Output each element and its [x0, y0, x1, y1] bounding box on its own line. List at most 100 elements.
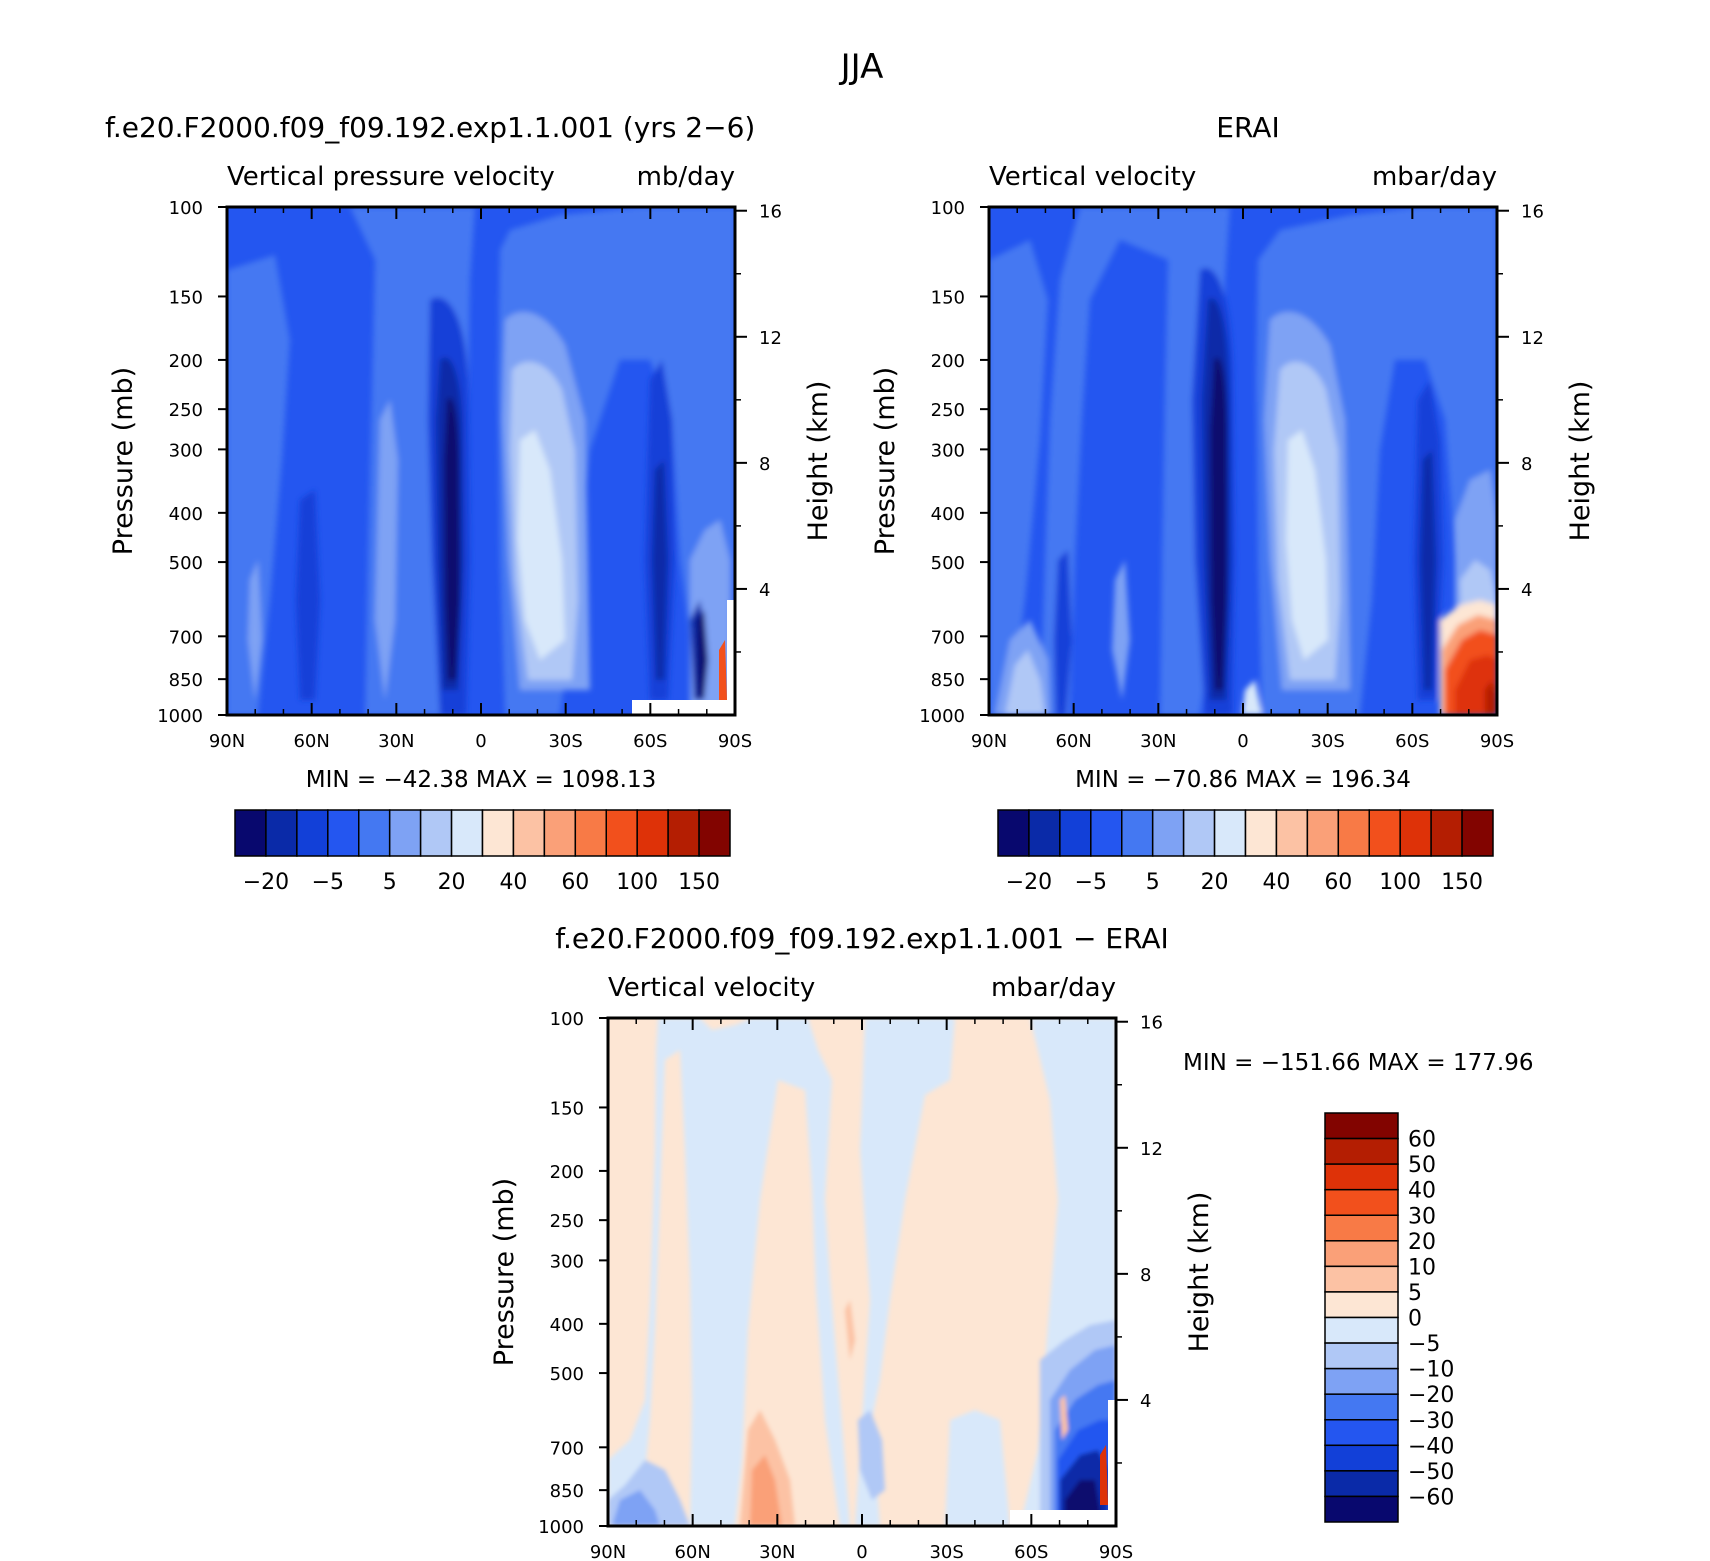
colorbar-swatch	[543, 809, 577, 857]
field-contour	[1485, 680, 1497, 715]
field-contour	[1242, 680, 1262, 715]
y-tick-label: 300	[931, 440, 965, 461]
field-missing-data	[1010, 1510, 1108, 1526]
colorbar-swatch	[698, 809, 731, 857]
colorbar-label: 60	[1408, 1128, 1436, 1153]
x-tick-label: 90S	[1480, 731, 1514, 752]
field-contour	[1286, 430, 1328, 660]
y-tick-label: 700	[931, 627, 965, 648]
colorbar-swatch	[1244, 809, 1278, 857]
axis-ticks: 90N 60N 30N 0 30S 60S 90S 100 150 200 250 300 400 500…	[538, 1009, 1163, 1561]
colorbar-label: 30	[1408, 1204, 1436, 1229]
y-tick-label: 150	[550, 1098, 584, 1119]
x-tick-label: 60N	[293, 731, 329, 752]
panel-model-subtitle-right: mb/day	[637, 162, 735, 192]
colorbar-label: 40	[1408, 1179, 1436, 1204]
colorbar-label: 5	[1146, 870, 1160, 895]
x-tick-label: 30N	[378, 731, 414, 752]
y2-tick-label: 8	[1140, 1265, 1151, 1286]
colorbar-swatch	[1324, 1495, 1399, 1523]
panel-erai-subtitle-left: Vertical velocity	[989, 162, 1196, 192]
y2-axis-label: Height (km)	[803, 381, 834, 542]
colorbar-swatch	[234, 809, 267, 857]
y-tick-label: 850	[550, 1481, 584, 1502]
y-tick-label: 1000	[919, 706, 965, 727]
colorbar-label: −30	[1408, 1409, 1454, 1434]
y-tick-label: 400	[169, 504, 203, 525]
y-tick-label: 300	[169, 440, 203, 461]
colorbar-swatch	[1324, 1444, 1399, 1472]
colorbar-swatch	[1059, 809, 1092, 857]
y-tick-label: 200	[169, 351, 203, 372]
colorbar-swatch	[1182, 809, 1216, 857]
colorbar-swatch	[358, 809, 391, 857]
y-tick-label: 850	[169, 670, 203, 691]
panel-difference-subtitle-right: mbar/day	[991, 973, 1116, 1003]
colorbar-label: 150	[678, 870, 720, 895]
colorbar-swatch	[1028, 809, 1061, 857]
panel-difference: f.e20.F2000.f09_f09.192.exp1.1.001 − ERA…	[489, 922, 1534, 1561]
x-tick-label: 30N	[759, 1542, 795, 1561]
colorbar-label: 0	[1408, 1307, 1422, 1332]
colorbar-swatch	[1090, 809, 1123, 857]
colorbar-swatch	[1324, 1240, 1399, 1268]
panel-model-subtitle-left: Vertical pressure velocity	[227, 162, 555, 192]
field-contour	[750, 1455, 782, 1526]
panel-erai-subtitle-right: mbar/day	[1372, 162, 1497, 192]
field-contour	[444, 397, 460, 680]
field-contour	[945, 1410, 1010, 1526]
y2-tick-label: 16	[759, 202, 782, 223]
y-tick-label: 700	[550, 1438, 584, 1459]
min-max-label: MIN = −70.86 MAX = 196.34	[1075, 767, 1411, 793]
field-contour	[227, 255, 290, 715]
y-axis-label: Pressure (mb)	[489, 1178, 520, 1366]
colorbar-swatch	[265, 809, 298, 857]
colorbar-label: −20	[1408, 1383, 1454, 1408]
field-contour	[518, 430, 565, 660]
colorbar-swatch	[1324, 1188, 1399, 1216]
x-tick-label: 30S	[548, 731, 582, 752]
field-contour	[608, 1018, 850, 1526]
y2-tick-label: 8	[759, 454, 770, 475]
field-contour	[719, 640, 727, 700]
field-contour	[1060, 1395, 1068, 1440]
y2-tick-label: 12	[1140, 1139, 1163, 1160]
colorbar-swatch	[1121, 809, 1154, 857]
field-contour	[858, 1410, 885, 1500]
panel-erai-title: ERAI	[1216, 111, 1279, 144]
y2-tick-label: 12	[1521, 328, 1544, 349]
x-tick-label: 90S	[1099, 1542, 1133, 1561]
colorbar-label: −10	[1408, 1358, 1454, 1383]
axis-ticks: 90N 60N 30N 0 30S 60S 90S 100 150 200 250 300 400 500…	[157, 198, 782, 752]
x-tick-label: 0	[856, 1542, 867, 1561]
panel-model-title: f.e20.F2000.f09_f09.192.exp1.1.001 (yrs …	[105, 111, 755, 144]
y-tick-label: 850	[931, 670, 965, 691]
y2-tick-label: 4	[1521, 580, 1532, 601]
y-tick-label: 500	[169, 553, 203, 574]
x-tick-label: 60N	[1055, 731, 1091, 752]
y-tick-label: 700	[169, 627, 203, 648]
y2-tick-label: 4	[759, 580, 770, 601]
min-max-label: MIN = −42.38 MAX = 1098.13	[306, 767, 657, 793]
x-tick-label: 60S	[1395, 731, 1429, 752]
colorbar-swatch	[1324, 1291, 1399, 1319]
colorbar-swatch	[1151, 809, 1185, 857]
field-contour	[1100, 1445, 1108, 1505]
y-tick-label: 500	[931, 553, 965, 574]
colorbar-label: −60	[1408, 1485, 1454, 1510]
x-tick-label: 30N	[1140, 731, 1176, 752]
colorbar-swatch	[388, 809, 422, 857]
field-contour	[296, 490, 320, 700]
colorbar-label: −5	[1408, 1332, 1440, 1357]
y-tick-label: 150	[169, 287, 203, 308]
x-tick-label: 90S	[718, 731, 752, 752]
y2-tick-label: 8	[1521, 454, 1532, 475]
colorbar-swatch	[1399, 809, 1432, 857]
field-contour	[1112, 560, 1130, 700]
colorbar-swatch	[667, 809, 700, 857]
colorbar-swatch	[1324, 1419, 1399, 1447]
y-tick-label: 400	[550, 1315, 584, 1336]
panel-difference-field	[608, 1018, 1116, 1526]
colorbar-swatch	[1213, 809, 1247, 857]
